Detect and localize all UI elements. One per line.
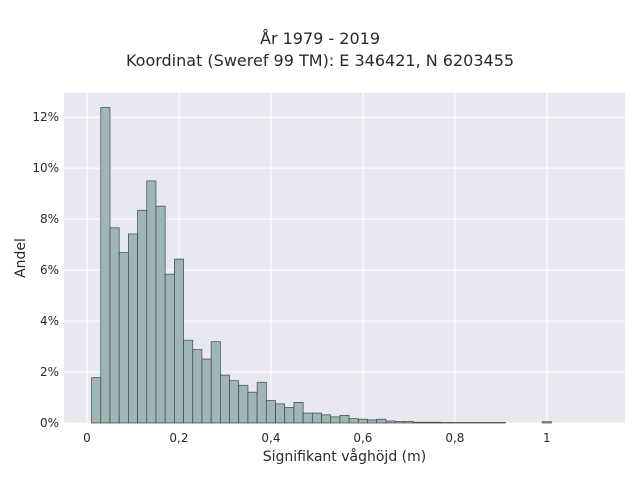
histogram-bar <box>174 258 184 424</box>
histogram-bar <box>330 416 341 424</box>
histogram-bar <box>155 205 166 424</box>
y-axis-ticks: 0% 2% 4% 6% 8% 10% 12% <box>32 110 59 430</box>
histogram-bar <box>229 380 240 424</box>
histogram-bar <box>413 421 424 424</box>
y-tick-label: 6% <box>40 263 59 277</box>
histogram-bar <box>284 407 295 424</box>
histogram-bar <box>128 233 138 424</box>
histogram-bar <box>183 339 194 424</box>
histogram-bar <box>339 415 350 424</box>
x-tick-label: 0 <box>83 431 91 445</box>
histogram-bar <box>302 412 313 424</box>
histogram-bar <box>100 107 111 424</box>
y-tick-label: 12% <box>32 110 59 124</box>
histogram-bar <box>468 422 479 424</box>
histogram-bar <box>321 414 332 424</box>
histogram-bar <box>164 273 175 424</box>
x-tick-label: 1 <box>543 431 551 445</box>
histogram-bar <box>486 422 497 424</box>
histogram-bar <box>238 384 249 424</box>
y-axis-label: Andel <box>13 238 29 278</box>
histogram-bar <box>146 180 157 424</box>
y-tick-label: 8% <box>40 212 59 226</box>
histogram-bar <box>348 418 359 424</box>
x-tick-label: 0,2 <box>169 431 188 445</box>
histogram-bar <box>459 422 470 424</box>
histogram-bar <box>137 209 148 424</box>
x-tick-label: 0,6 <box>353 431 372 445</box>
x-axis-ticks: 0 0,2 0,4 0,6 0,8 1 <box>83 431 550 445</box>
histogram-bar <box>192 349 203 424</box>
histogram-bar <box>357 418 368 424</box>
histogram-bar <box>385 420 396 424</box>
y-tick-label: 10% <box>32 161 59 175</box>
y-tick-label: 0% <box>40 416 59 430</box>
histogram-bar <box>541 421 552 424</box>
histogram-bar <box>477 422 488 424</box>
histogram-bar <box>256 381 267 424</box>
chart-title-line-2: Koordinat (Sweref 99 TM): E 346421, N 62… <box>125 51 515 70</box>
histogram-bar <box>495 422 506 424</box>
histogram-bar <box>311 412 322 424</box>
histogram-bar <box>367 419 378 424</box>
histogram-bars <box>91 107 552 424</box>
x-tick-label: 0,8 <box>445 431 464 445</box>
histogram-bar <box>118 252 129 424</box>
y-tick-label: 4% <box>40 314 59 328</box>
histogram-bar <box>275 403 286 424</box>
histogram-bar <box>219 374 230 424</box>
histogram-bar <box>247 391 258 424</box>
histogram-bar <box>403 421 414 424</box>
chart-title-line-1: År 1979 - 2019 <box>260 29 380 48</box>
histogram-bar <box>431 421 442 424</box>
histogram-bar <box>440 422 451 424</box>
histogram-bar <box>449 422 460 424</box>
histogram-bar <box>265 400 276 424</box>
histogram-bar <box>376 418 387 424</box>
histogram-bar <box>201 358 212 424</box>
histogram-bar <box>91 377 102 424</box>
y-tick-label: 2% <box>40 365 59 379</box>
histogram-bar <box>422 421 433 424</box>
histogram-bar <box>293 402 304 424</box>
x-tick-label: 0,4 <box>261 431 280 445</box>
histogram-bar <box>210 341 221 424</box>
histogram-bar <box>109 227 120 424</box>
x-axis-label: Signifikant våghöjd (m) <box>263 448 426 465</box>
histogram-bar <box>394 421 405 424</box>
